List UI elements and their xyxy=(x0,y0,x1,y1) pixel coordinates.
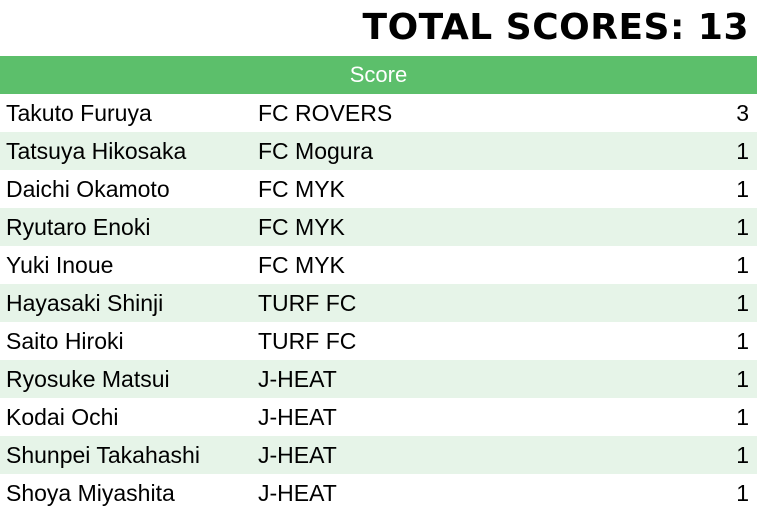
table-row: Tatsuya Hikosaka FC Mogura 1 xyxy=(0,132,757,170)
team-name: J-HEAT xyxy=(258,404,337,430)
player-name: Daichi Okamoto xyxy=(6,176,170,202)
table-header: Score xyxy=(0,56,757,94)
player-score: 3 xyxy=(736,100,749,126)
team-name: FC MYK xyxy=(258,252,345,278)
team-name: J-HEAT xyxy=(258,442,337,468)
player-name: Yuki Inoue xyxy=(6,252,114,278)
team-name: J-HEAT xyxy=(258,366,337,392)
table-row: Shunpei Takahashi J-HEAT 1 xyxy=(0,436,757,474)
player-score: 1 xyxy=(736,290,749,316)
team-name: FC MYK xyxy=(258,176,345,202)
score-table-body: Takuto Furuya FC ROVERS 3 Tatsuya Hikosa… xyxy=(0,94,757,512)
player-score: 1 xyxy=(736,252,749,278)
table-row: Hayasaki Shinji TURF FC 1 xyxy=(0,284,757,322)
player-score: 1 xyxy=(736,176,749,202)
table-row: Saito Hiroki TURF FC 1 xyxy=(0,322,757,360)
player-name: Kodai Ochi xyxy=(6,404,119,430)
player-score: 1 xyxy=(736,404,749,430)
player-score: 1 xyxy=(736,442,749,468)
player-name: Ryosuke Matsui xyxy=(6,366,170,392)
table-row: Ryosuke Matsui J-HEAT 1 xyxy=(0,360,757,398)
player-name: Shunpei Takahashi xyxy=(6,442,200,468)
player-name: Tatsuya Hikosaka xyxy=(6,138,187,164)
page-title: TOTAL SCORES: 13 xyxy=(362,7,749,48)
player-name: Ryutaro Enoki xyxy=(6,214,151,240)
player-score: 1 xyxy=(736,138,749,164)
table-row: Kodai Ochi J-HEAT 1 xyxy=(0,398,757,436)
player-name: Saito Hiroki xyxy=(6,328,124,354)
team-name: FC MYK xyxy=(258,214,345,240)
table-header-label: Score xyxy=(349,62,408,87)
table-row: Yuki Inoue FC MYK 1 xyxy=(0,246,757,284)
team-name: TURF FC xyxy=(258,290,357,316)
table-row: Daichi Okamoto FC MYK 1 xyxy=(0,170,757,208)
team-name: TURF FC xyxy=(258,328,357,354)
table-row: Ryutaro Enoki FC MYK 1 xyxy=(0,208,757,246)
team-name: J-HEAT xyxy=(258,480,337,506)
player-score: 1 xyxy=(736,328,749,354)
team-name: FC Mogura xyxy=(258,138,374,164)
table-row: Shoya Miyashita J-HEAT 1 xyxy=(0,474,757,512)
player-score: 1 xyxy=(736,366,749,392)
table-row: Takuto Furuya FC ROVERS 3 xyxy=(0,94,757,132)
player-name: Shoya Miyashita xyxy=(6,480,175,506)
player-score: 1 xyxy=(736,214,749,240)
player-score: 1 xyxy=(736,480,749,506)
player-name: Hayasaki Shinji xyxy=(6,290,164,316)
player-name: Takuto Furuya xyxy=(6,100,152,126)
team-name: FC ROVERS xyxy=(258,100,393,126)
